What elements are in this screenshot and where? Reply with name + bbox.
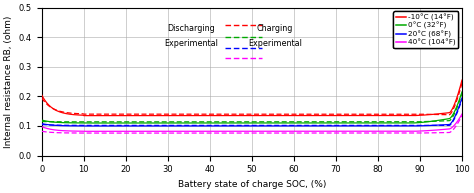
Legend: -10°C (14°F), 0°C (32°F), 20°C (68°F), 40°C (104°F): -10°C (14°F), 0°C (32°F), 20°C (68°F), 4… [393, 11, 458, 48]
Text: Discharging: Discharging [167, 24, 215, 33]
Y-axis label: Internal resistance RB, (ohm): Internal resistance RB, (ohm) [4, 15, 13, 148]
Text: Experimental: Experimental [248, 39, 302, 48]
Text: Experimental: Experimental [164, 39, 218, 48]
Text: Charging: Charging [257, 24, 293, 33]
X-axis label: Battery state of charge SOC, (%): Battery state of charge SOC, (%) [178, 180, 326, 189]
